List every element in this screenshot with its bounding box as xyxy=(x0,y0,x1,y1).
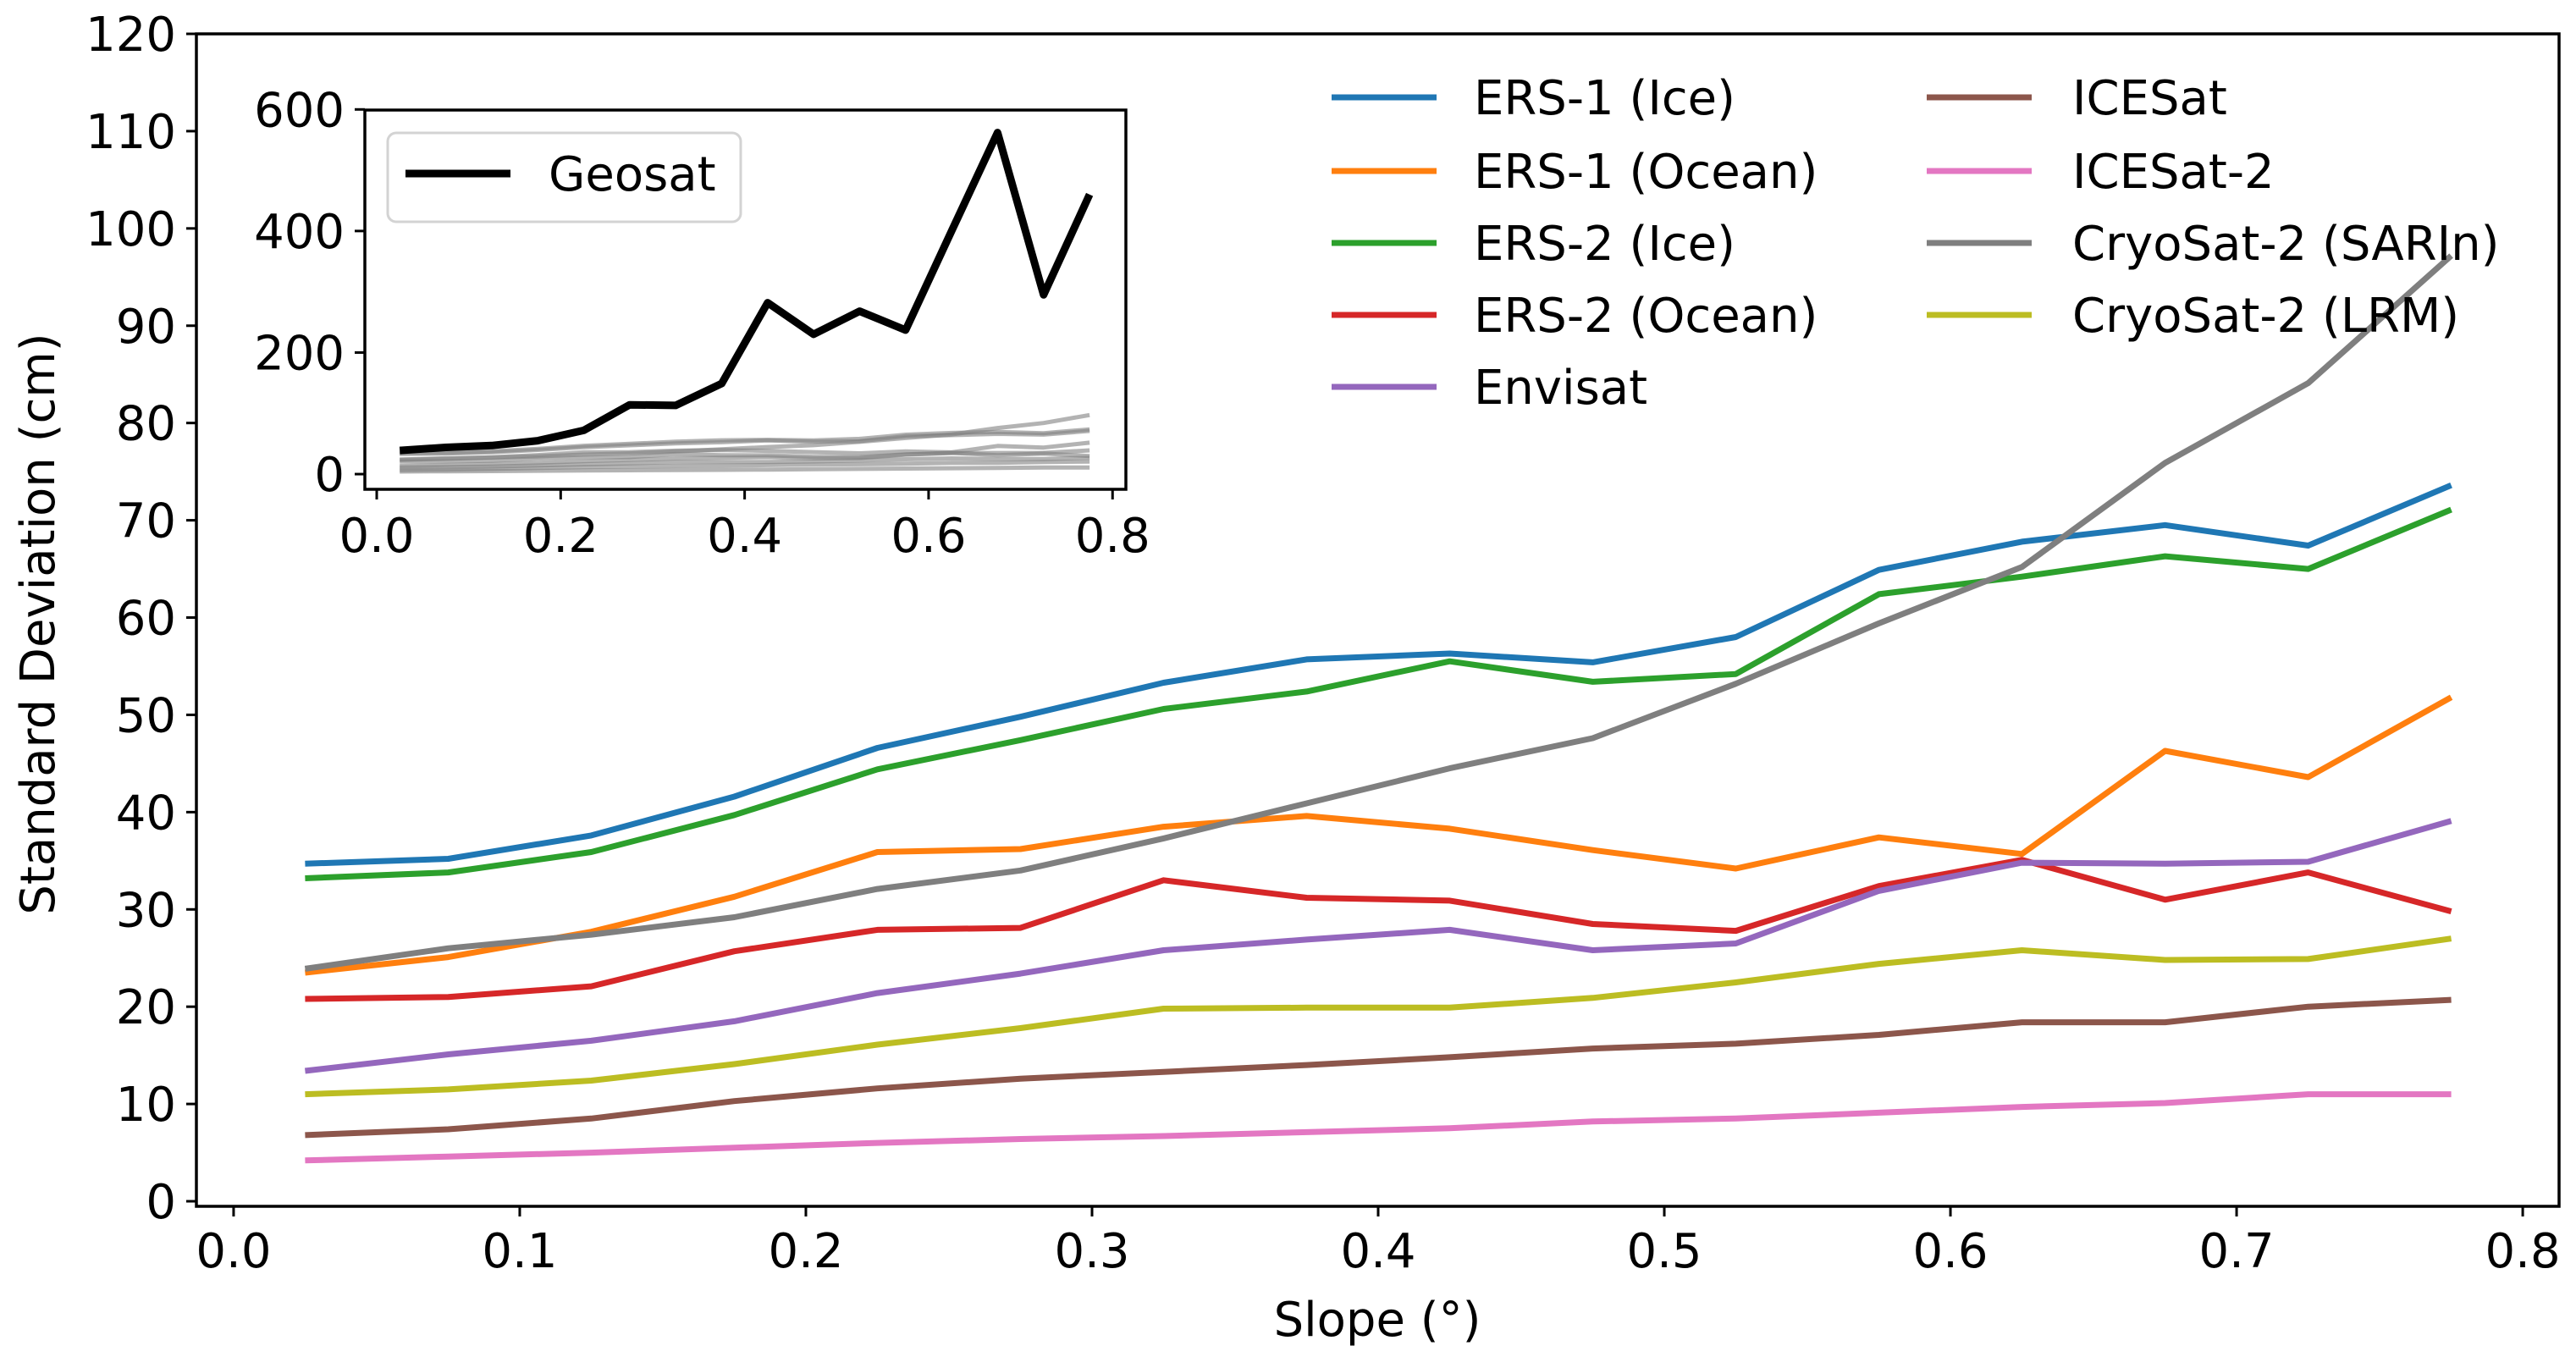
y-tick-label: 110 xyxy=(85,105,176,160)
series-line-envisat xyxy=(304,818,2452,1074)
y-tick-label: 80 xyxy=(116,397,176,452)
inset-y-tick-label: 600 xyxy=(254,83,345,138)
inset-y-tick-label: 200 xyxy=(254,326,345,381)
x-tick-label: 0.1 xyxy=(482,1224,557,1279)
main-x-axis-ticks: 0.0 0.1 0.2 0.3 0.4 0.5 0.6 0.7 0.8 xyxy=(196,1206,2561,1279)
inset-y-tick-label: 400 xyxy=(254,205,345,260)
series-line-ers-1-ocean xyxy=(305,694,2453,976)
inset-background-line-cryosat-2-sarin xyxy=(400,412,1090,462)
y-tick-label: 0 xyxy=(146,1175,176,1230)
y-tick-label: 10 xyxy=(116,1078,176,1133)
series-line-icesat-2 xyxy=(305,1091,2452,1164)
y-tick-label: 70 xyxy=(116,494,176,549)
x-tick-label: 0.4 xyxy=(1340,1224,1415,1279)
legend-item-ers-1-ice: ERS-1 (Ice) xyxy=(1332,71,1735,126)
inset-x-tick-label: 0.0 xyxy=(339,509,414,564)
inset-y-tick-label: 0 xyxy=(314,448,345,503)
legend-label: ERS-1 (Ocean) xyxy=(1474,145,1818,200)
y-tick-label: 120 xyxy=(85,8,176,63)
series-line-cryosat-2-sarin xyxy=(304,253,2453,972)
legend-label: ERS-2 (Ice) xyxy=(1474,217,1735,272)
y-tick-label: 20 xyxy=(116,980,176,1035)
x-axis-label: Slope (°) xyxy=(1274,1293,1481,1348)
inset-background-line-icesat xyxy=(400,459,1090,472)
x-tick-label: 0.2 xyxy=(768,1224,843,1279)
main-plot-lines xyxy=(304,253,2453,1164)
x-tick-label: 0.0 xyxy=(196,1224,271,1279)
legend-item-ers-1-ocean: ERS-1 (Ocean) xyxy=(1332,145,1818,200)
inset-axes: 0.0 0.2 0.4 0.6 0.8 0 200 400 600 Geosat xyxy=(254,83,1150,564)
legend-item-icesat-2: ICESat-2 xyxy=(1927,145,2275,200)
main-legend: ERS-1 (Ice) ERS-1 (Ocean) ERS-2 (Ice) ERS-2… xyxy=(1332,71,2500,416)
inset-background-line-cryosat-2-lrm xyxy=(400,455,1090,470)
y-tick-label: 60 xyxy=(116,592,176,647)
inset-y-axis-ticks: 0 200 400 600 xyxy=(254,83,365,503)
y-tick-label: 30 xyxy=(116,883,176,938)
series-line-geosat xyxy=(399,129,1094,455)
x-tick-label: 0.5 xyxy=(1626,1224,1702,1279)
inset-x-tick-label: 0.2 xyxy=(523,509,598,564)
inset-x-tick-label: 0.6 xyxy=(891,509,966,564)
legend-label: Geosat xyxy=(549,147,716,202)
legend-label: ERS-1 (Ice) xyxy=(1474,71,1735,126)
legend-label: CryoSat-2 (SARIn) xyxy=(2072,217,2500,272)
x-tick-label: 0.7 xyxy=(2199,1224,2275,1279)
inset-legend: Geosat xyxy=(386,131,742,223)
series-line-icesat xyxy=(305,996,2452,1139)
legend-label: ICESat-2 xyxy=(2072,145,2275,200)
inset-legend-frame xyxy=(386,131,742,223)
legend-label: Envisat xyxy=(1474,361,1647,416)
y-tick-label: 100 xyxy=(85,202,176,257)
legend-item-ers-2-ice: ERS-2 (Ice) xyxy=(1332,217,1735,272)
y-tick-label: 90 xyxy=(116,300,176,355)
series-line-ers-2-ice xyxy=(305,506,2452,881)
x-tick-label: 0.6 xyxy=(1913,1224,1989,1279)
main-y-axis-ticks: 0 10 20 30 40 50 60 70 80 90 100 110 120 xyxy=(85,8,196,1230)
x-tick-label: 0.8 xyxy=(2485,1224,2561,1279)
legend-item-cryosat-2-lrm: CryoSat-2 (LRM) xyxy=(1927,289,2459,344)
legend-label: CryoSat-2 (LRM) xyxy=(2072,289,2459,344)
main-axes: 0.0 0.1 0.2 0.3 0.4 0.5 0.6 0.7 0.8 0 10 20 30 40 50 6… xyxy=(11,8,2561,1348)
inset-background-line-envisat xyxy=(400,448,1090,468)
series-line-ers-2-ocean xyxy=(305,857,2452,1002)
x-tick-label: 0.3 xyxy=(1054,1224,1129,1279)
legend-label: ICESat xyxy=(2072,71,2227,126)
legend-item-ers-2-ocean: ERS-2 (Ocean) xyxy=(1332,289,1818,344)
legend-item-envisat: Envisat xyxy=(1332,361,1647,416)
inset-x-tick-label: 0.4 xyxy=(707,509,782,564)
legend-item-cryosat-2-sarin: CryoSat-2 (SARIn) xyxy=(1927,217,2500,272)
y-tick-label: 40 xyxy=(116,786,176,841)
inset-background-line-ers-2-ice xyxy=(400,428,1090,456)
legend-label: ERS-2 (Ocean) xyxy=(1474,289,1818,344)
inset-background-line-icesat-2 xyxy=(400,465,1090,474)
y-tick-label: 50 xyxy=(116,688,176,743)
legend-item-geosat: Geosat xyxy=(405,147,716,202)
y-axis-label: Standard Deviation (cm) xyxy=(11,333,66,914)
inset-x-axis-ticks: 0.0 0.2 0.4 0.6 0.8 xyxy=(339,489,1150,564)
inset-plot-lines xyxy=(399,129,1094,474)
series-line-cryosat-2-lrm xyxy=(305,935,2452,1098)
legend-item-icesat: ICESat xyxy=(1927,71,2227,126)
inset-x-tick-label: 0.8 xyxy=(1075,509,1150,564)
series-line-ers-1-ice xyxy=(305,482,2452,867)
